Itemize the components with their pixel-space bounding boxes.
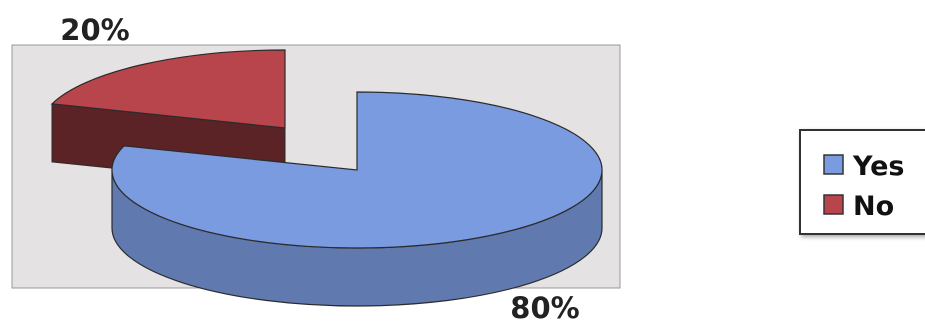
pie-slice-yes (111, 91, 603, 249)
legend-label-no: No (853, 191, 894, 222)
legend-swatch-no (823, 194, 844, 215)
legend-label-yes: Yes (852, 151, 904, 182)
pie-slices (50, 49, 603, 307)
pie-slice-no (50, 49, 286, 129)
legend-box (799, 129, 925, 235)
legend-entry-no: No (823, 191, 894, 222)
data-label-yes: 80% (510, 291, 579, 321)
legend (799, 129, 925, 235)
legend-entry-yes: Yes (823, 151, 904, 182)
legend-swatch-yes (823, 154, 844, 175)
data-label-no: 20% (60, 13, 129, 47)
